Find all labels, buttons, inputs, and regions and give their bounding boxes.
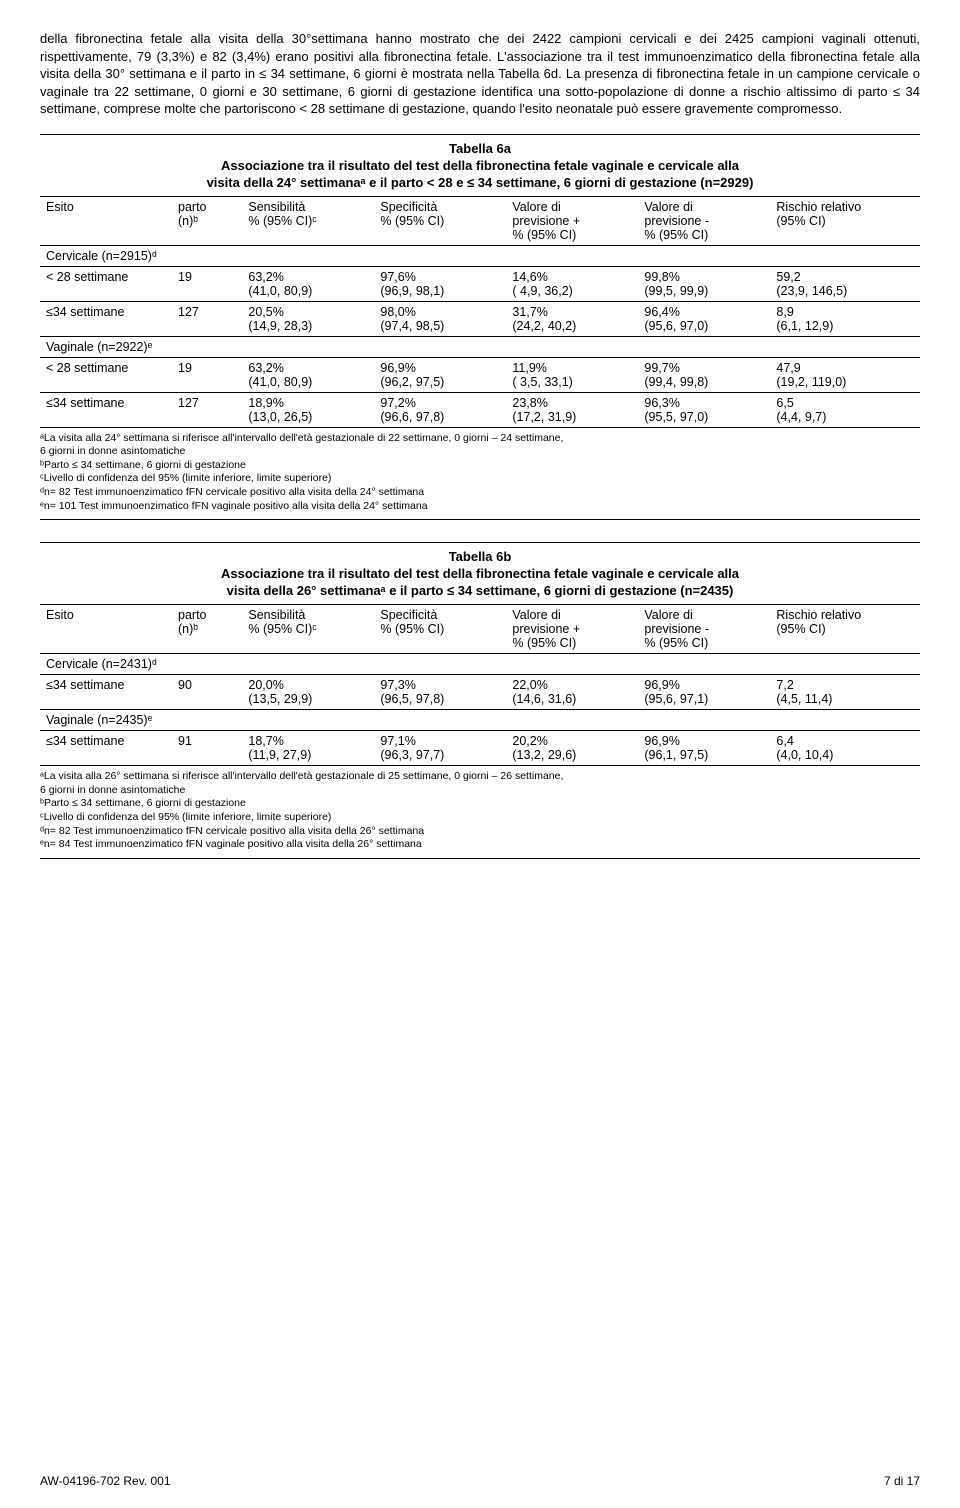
table-6a-grid: Esito parto(n)ᵇ Sensibilità% (95% CI)ᶜ S…: [40, 196, 920, 428]
th-sens: Sensibilità% (95% CI)ᶜ: [242, 196, 374, 245]
table-6b-grid: Esito parto(n)ᵇ Sensibilità% (95% CI)ᶜ S…: [40, 604, 920, 766]
page-footer: AW-04196-702 Rev. 001 7 di 17: [40, 1474, 920, 1488]
th-spec: Specificità% (95% CI): [374, 196, 506, 245]
cell: 22,0%(14,6, 31,6): [506, 675, 638, 710]
cell: ≤34 settimane: [40, 392, 172, 427]
cell: 7,2(4,5, 11,4): [770, 675, 920, 710]
table-6a: Tabella 6a Associazione tra il risultato…: [40, 134, 920, 521]
cell: 90: [172, 675, 242, 710]
cell: 127: [172, 301, 242, 336]
table-6b-footnotes: ᵃLa visita alla 26° settimana si riferis…: [40, 766, 920, 858]
th-rr: Rischio relativo(95% CI): [770, 605, 920, 654]
cell: 96,9%(96,2, 97,5): [374, 357, 506, 392]
table-6a-title: Tabella 6a: [40, 135, 920, 158]
table-6b: Tabella 6b Associazione tra il risultato…: [40, 542, 920, 859]
th-ppv: Valore diprevisione +% (95% CI): [506, 196, 638, 245]
cell: < 28 settimane: [40, 357, 172, 392]
cell: 127: [172, 392, 242, 427]
cell: 6,5(4,4, 9,7): [770, 392, 920, 427]
cell: 20,0%(13,5, 29,9): [242, 675, 374, 710]
cell: 97,6%(96,9, 98,1): [374, 266, 506, 301]
th-sens: Sensibilità% (95% CI)ᶜ: [242, 605, 374, 654]
table-6b-subtitle: Associazione tra il risultato del test d…: [40, 566, 920, 604]
th-parto: parto(n)ᵇ: [172, 605, 242, 654]
cell: < 28 settimane: [40, 266, 172, 301]
cell: 31,7%(24,2, 40,2): [506, 301, 638, 336]
cell: 20,2%(13,2, 29,6): [506, 731, 638, 766]
cell: 18,9%(13,0, 26,5): [242, 392, 374, 427]
cell: ≤34 settimane: [40, 301, 172, 336]
cell: 11,9%( 3,5, 33,1): [506, 357, 638, 392]
th-npv: Valore diprevisione -% (95% CI): [638, 605, 770, 654]
table-6b-title: Tabella 6b: [40, 543, 920, 566]
cell: 99,8%(99,5, 99,9): [638, 266, 770, 301]
cell: 63,2%(41,0, 80,9): [242, 357, 374, 392]
cell: 14,6%( 4,9, 36,2): [506, 266, 638, 301]
th-rr: Rischio relativo(95% CI): [770, 196, 920, 245]
cell: 8,9(6,1, 12,9): [770, 301, 920, 336]
cell: 63,2%(41,0, 80,9): [242, 266, 374, 301]
cell: ≤34 settimane: [40, 731, 172, 766]
intro-paragraph: della fibronectina fetale alla visita de…: [40, 30, 920, 118]
table-6a-footnotes: ᵃLa visita alla 24° settimana si riferis…: [40, 428, 920, 520]
cell: 59,2(23,9, 146,5): [770, 266, 920, 301]
cell: 19: [172, 357, 242, 392]
cell: 96,9%(95,6, 97,1): [638, 675, 770, 710]
cell: 99,7%(99,4, 99,8): [638, 357, 770, 392]
cell: 47,9(19,2, 119,0): [770, 357, 920, 392]
section-cervicale-6a: Cervicale (n=2915)ᵈ: [40, 245, 920, 266]
table-6b-subtitle-l2: visita della 26° settimanaᵃ e il parto ≤…: [227, 583, 734, 598]
th-ppv: Valore diprevisione +% (95% CI): [506, 605, 638, 654]
section-cervicale-6b: Cervicale (n=2431)ᵈ: [40, 654, 920, 675]
cell: 97,2%(96,6, 97,8): [374, 392, 506, 427]
table-6b-subtitle-l1: Associazione tra il risultato del test d…: [221, 566, 739, 581]
th-parto: parto(n)ᵇ: [172, 196, 242, 245]
th-spec: Specificità% (95% CI): [374, 605, 506, 654]
table-6a-subtitle: Associazione tra il risultato del test d…: [40, 158, 920, 196]
th-npv: Valore diprevisione -% (95% CI): [638, 196, 770, 245]
th-esito: Esito: [40, 196, 172, 245]
footer-right: 7 di 17: [884, 1474, 920, 1488]
cell: 91: [172, 731, 242, 766]
cell: 96,4%(95,6, 97,0): [638, 301, 770, 336]
cell: 98,0%(97,4, 98,5): [374, 301, 506, 336]
th-esito: Esito: [40, 605, 172, 654]
footer-left: AW-04196-702 Rev. 001: [40, 1474, 171, 1488]
cell: 96,3%(95,5, 97,0): [638, 392, 770, 427]
cell: 20,5%(14,9, 28,3): [242, 301, 374, 336]
section-vaginale-6a: Vaginale (n=2922)ᵉ: [40, 336, 920, 357]
section-vaginale-6b: Vaginale (n=2435)ᵉ: [40, 710, 920, 731]
cell: ≤34 settimane: [40, 675, 172, 710]
cell: 19: [172, 266, 242, 301]
table-6a-subtitle-l2: visita della 24° settimanaᵃ e il parto <…: [207, 175, 754, 190]
cell: 97,3%(96,5, 97,8): [374, 675, 506, 710]
cell: 18,7%(11,9, 27,9): [242, 731, 374, 766]
cell: 23,8%(17,2, 31,9): [506, 392, 638, 427]
table-6a-subtitle-l1: Associazione tra il risultato del test d…: [221, 158, 739, 173]
cell: 96,9%(96,1, 97,5): [638, 731, 770, 766]
cell: 97,1%(96,3, 97,7): [374, 731, 506, 766]
cell: 6,4(4,0, 10,4): [770, 731, 920, 766]
